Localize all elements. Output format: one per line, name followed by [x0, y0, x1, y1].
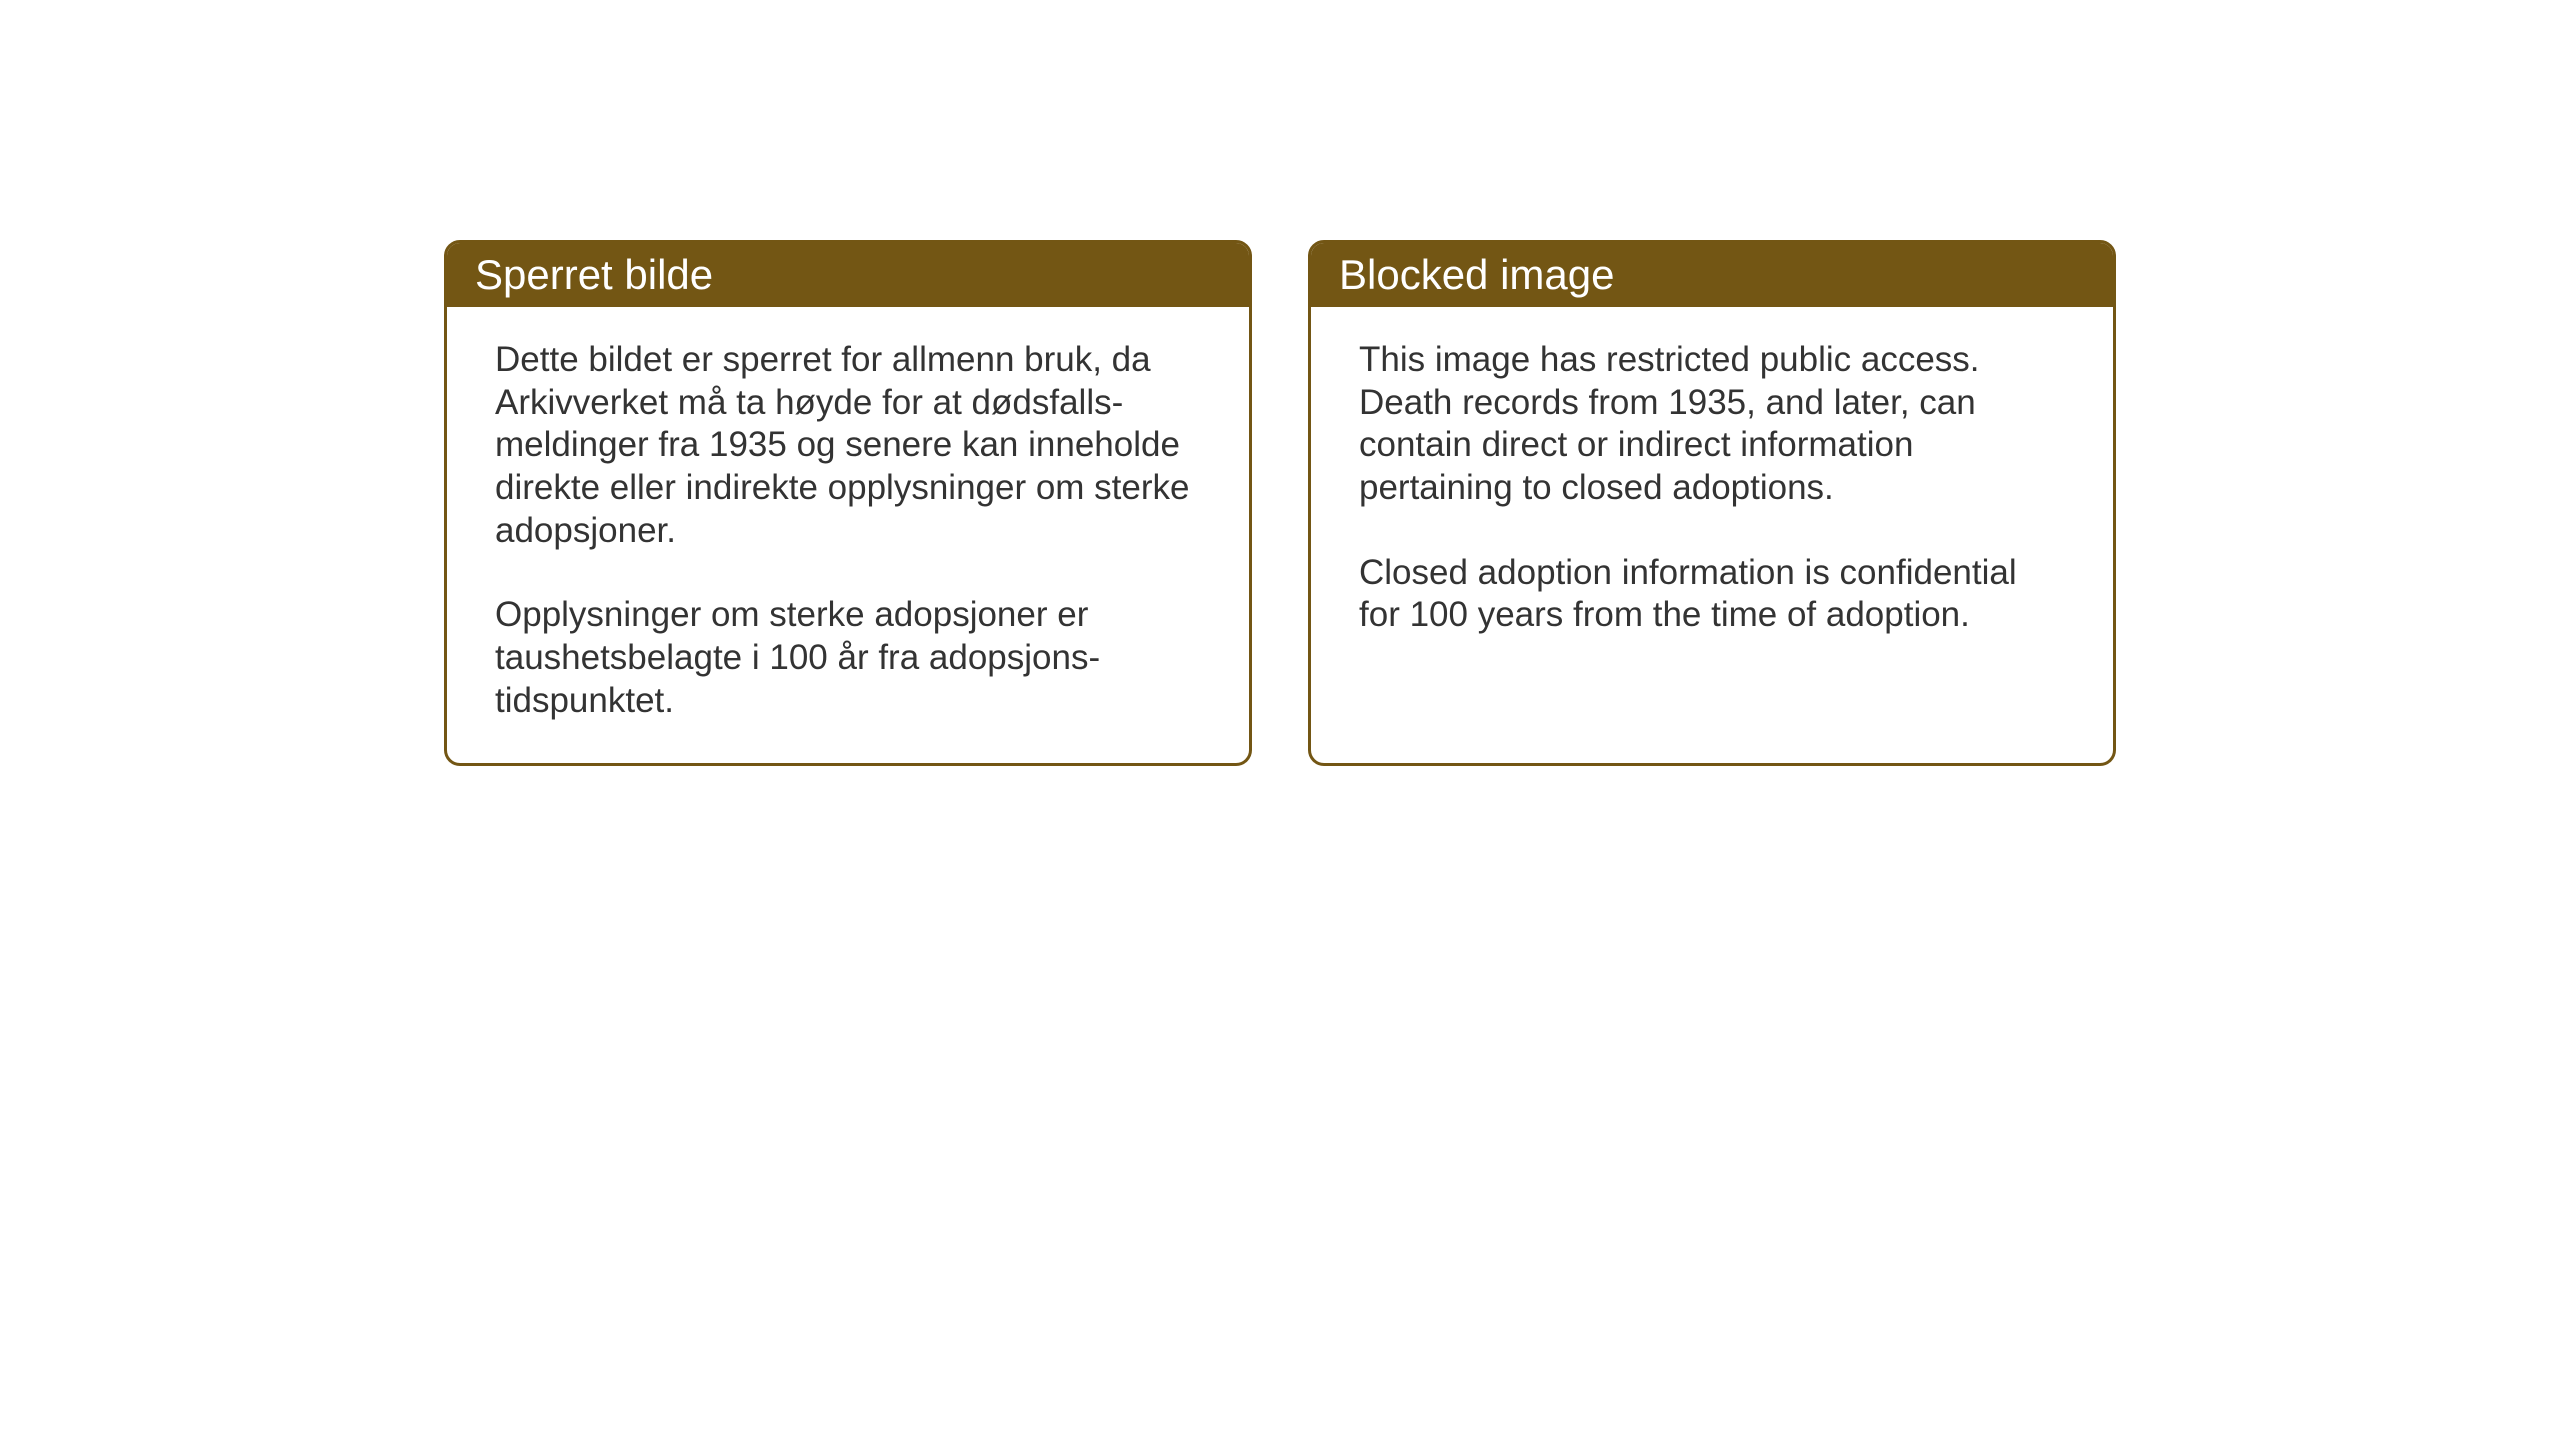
norwegian-card-header: Sperret bilde: [447, 243, 1249, 307]
english-card-title: Blocked image: [1339, 251, 1614, 298]
english-card-body: This image has restricted public access.…: [1311, 307, 2113, 677]
english-paragraph-2: Closed adoption information is confident…: [1359, 552, 2065, 637]
norwegian-card: Sperret bilde Dette bildet er sperret fo…: [444, 240, 1252, 766]
norwegian-paragraph-2: Opplysninger om sterke adopsjoner er tau…: [495, 594, 1201, 722]
norwegian-paragraph-1: Dette bildet er sperret for allmenn bruk…: [495, 339, 1201, 552]
norwegian-card-body: Dette bildet er sperret for allmenn bruk…: [447, 307, 1249, 763]
cards-container: Sperret bilde Dette bildet er sperret fo…: [444, 240, 2116, 766]
english-card-header: Blocked image: [1311, 243, 2113, 307]
english-paragraph-1: This image has restricted public access.…: [1359, 339, 2065, 510]
norwegian-card-title: Sperret bilde: [475, 251, 713, 298]
english-card: Blocked image This image has restricted …: [1308, 240, 2116, 766]
